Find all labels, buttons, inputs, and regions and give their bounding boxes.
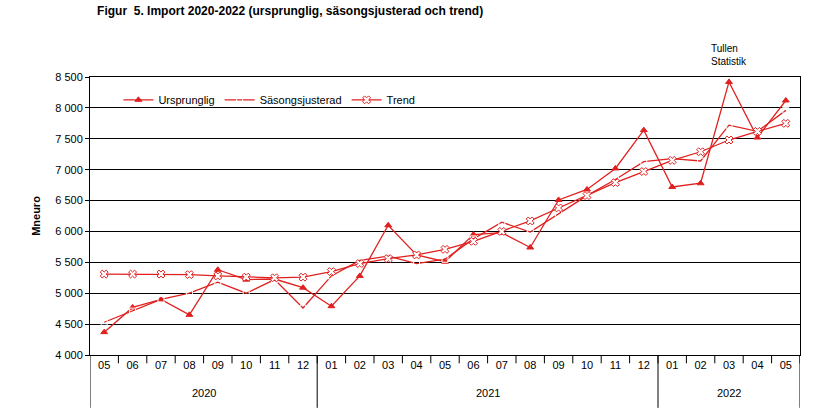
svg-text:05: 05 bbox=[780, 359, 792, 371]
svg-text:10: 10 bbox=[240, 359, 252, 371]
svg-text:07: 07 bbox=[496, 359, 508, 371]
svg-text:06: 06 bbox=[126, 359, 138, 371]
svg-text:Säsongsjusterad: Säsongsjusterad bbox=[260, 94, 342, 106]
svg-text:06: 06 bbox=[467, 359, 479, 371]
svg-text:6 000: 6 000 bbox=[55, 225, 83, 237]
svg-text:7 000: 7 000 bbox=[55, 164, 83, 176]
svg-text:4 500: 4 500 bbox=[55, 318, 83, 330]
svg-text:05: 05 bbox=[98, 359, 110, 371]
svg-text:Trend: Trend bbox=[387, 94, 415, 106]
svg-text:12: 12 bbox=[638, 359, 650, 371]
svg-text:2022: 2022 bbox=[717, 387, 741, 399]
svg-text:6 500: 6 500 bbox=[55, 194, 83, 206]
svg-text:07: 07 bbox=[155, 359, 167, 371]
svg-text:04: 04 bbox=[751, 359, 763, 371]
svg-text:Figur 5. Import 2020-2022 (ur: Figur 5. Import 2020-2022 (ursprunglig, … bbox=[97, 4, 483, 18]
svg-text:05: 05 bbox=[439, 359, 451, 371]
svg-text:03: 03 bbox=[723, 359, 735, 371]
svg-text:4 000: 4 000 bbox=[55, 349, 83, 361]
svg-text:5 500: 5 500 bbox=[55, 256, 83, 268]
svg-text:TullenStatistik: TullenStatistik bbox=[711, 43, 747, 67]
svg-text:01: 01 bbox=[325, 359, 337, 371]
svg-text:01: 01 bbox=[666, 359, 678, 371]
svg-text:10: 10 bbox=[581, 359, 593, 371]
svg-text:08: 08 bbox=[183, 359, 195, 371]
svg-text:11: 11 bbox=[269, 359, 280, 371]
svg-text:02: 02 bbox=[354, 359, 366, 371]
svg-text:2021: 2021 bbox=[476, 387, 500, 399]
svg-text:04: 04 bbox=[410, 359, 422, 371]
svg-text:09: 09 bbox=[552, 359, 564, 371]
svg-text:12: 12 bbox=[297, 359, 309, 371]
svg-text:Mneuro: Mneuro bbox=[30, 196, 42, 236]
svg-text:2020: 2020 bbox=[192, 387, 216, 399]
svg-text:8 500: 8 500 bbox=[55, 71, 83, 83]
svg-text:09: 09 bbox=[212, 359, 224, 371]
svg-text:8 000: 8 000 bbox=[55, 102, 83, 114]
svg-text:7 500: 7 500 bbox=[55, 133, 83, 145]
svg-text:11: 11 bbox=[610, 359, 621, 371]
svg-text:08: 08 bbox=[524, 359, 536, 371]
svg-text:Ursprunglig: Ursprunglig bbox=[158, 94, 214, 106]
svg-text:02: 02 bbox=[694, 359, 706, 371]
svg-text:5 000: 5 000 bbox=[55, 287, 83, 299]
svg-text:03: 03 bbox=[382, 359, 394, 371]
